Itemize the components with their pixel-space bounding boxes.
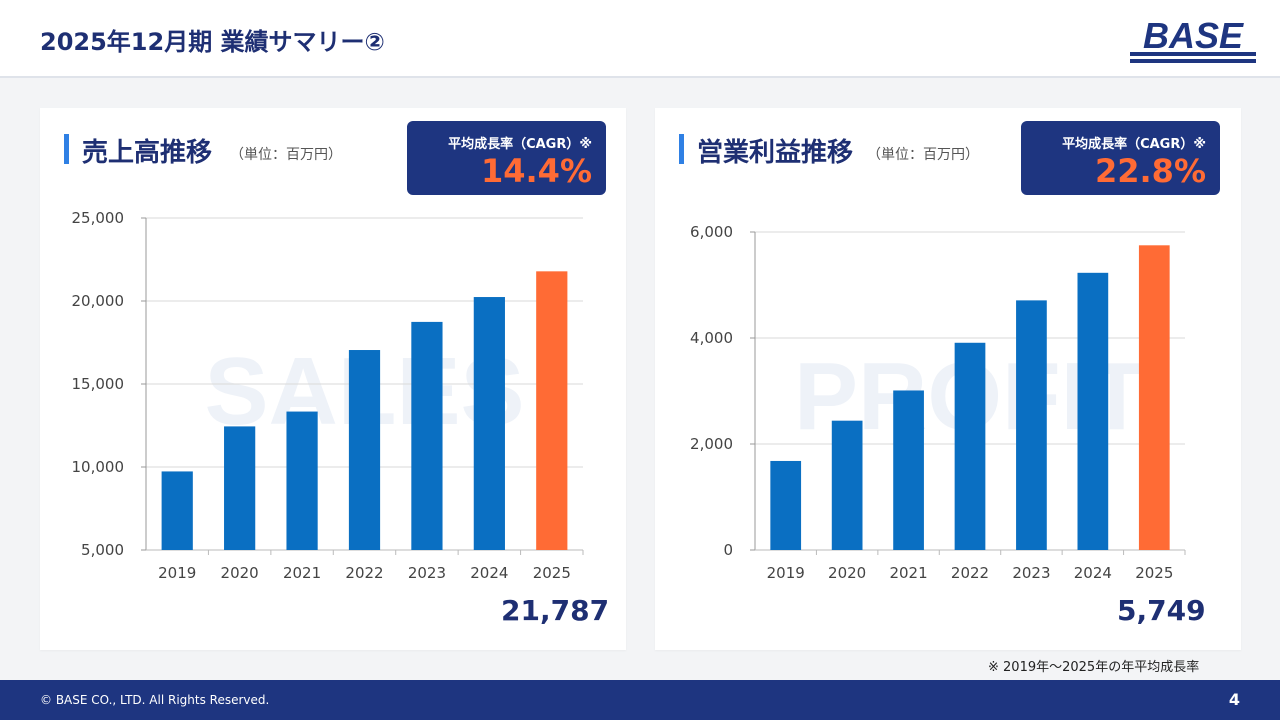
- x-tick-label: 2025: [533, 564, 571, 582]
- sales-unit: （単位：百万円）: [230, 147, 342, 163]
- sales-final-value: 21,787: [501, 594, 610, 627]
- x-tick-label: 2022: [951, 564, 989, 582]
- bar-2024: [1077, 272, 1109, 550]
- y-tick-label: 20,000: [72, 292, 125, 310]
- y-tick-label: 10,000: [72, 458, 125, 476]
- title-accent-bar: [679, 134, 684, 164]
- x-tick-label: 2019: [158, 564, 196, 582]
- y-tick-label: 4,000: [690, 329, 733, 347]
- x-tick-label: 2024: [470, 564, 508, 582]
- bar-2024: [473, 297, 505, 550]
- sales-cagr-label: 平均成長率（CAGR）※: [448, 137, 592, 152]
- x-tick-label: 2022: [345, 564, 383, 582]
- footer: © BASE CO., LTD. All Rights Reserved. 4: [0, 680, 1280, 720]
- bar-2022: [348, 350, 381, 550]
- profit-unit: （単位：百万円）: [867, 147, 979, 163]
- sales-cagr-value: 14.4%: [480, 152, 592, 190]
- page-title: 2025年12月期 業績サマリー②: [40, 28, 385, 56]
- profit-title: 営業利益推移: [697, 138, 854, 168]
- x-tick-label: 2020: [221, 564, 259, 582]
- bar-2021: [893, 390, 924, 550]
- bar-2025: [1138, 245, 1170, 551]
- title-accent-bar: [64, 134, 69, 164]
- x-tick-label: 2024: [1074, 564, 1112, 582]
- copyright: © BASE CO., LTD. All Rights Reserved.: [40, 693, 270, 707]
- x-tick-label: 2021: [889, 564, 927, 582]
- x-tick-label: 2023: [408, 564, 446, 582]
- y-tick-label: 0: [723, 541, 733, 559]
- x-tick-label: 2019: [767, 564, 805, 582]
- bar-2023: [411, 321, 443, 550]
- logo-text: BASE: [1143, 15, 1244, 56]
- bar-2020: [224, 426, 256, 550]
- bar-2023: [1016, 300, 1047, 550]
- sales-card: SALES5,00010,00015,00020,00025,000201920…: [40, 108, 626, 650]
- bar-2020: [831, 420, 863, 550]
- sales-chart: SALES5,00010,00015,00020,00025,000201920…: [72, 209, 584, 582]
- bar-2019: [161, 471, 193, 550]
- bar-2022: [954, 342, 986, 550]
- profit-cagr-label: 平均成長率（CAGR）※: [1062, 137, 1206, 152]
- y-tick-label: 6,000: [690, 223, 733, 241]
- bar-2019: [770, 460, 802, 550]
- bar-2021: [286, 411, 318, 550]
- y-tick-label: 15,000: [72, 375, 125, 393]
- profit-card: PROFIT02,0004,0006,000201920202021202220…: [655, 108, 1241, 650]
- footnote: ※ 2019年～2025年の年平均成長率: [988, 660, 1200, 675]
- profit-cagr-value: 22.8%: [1094, 152, 1206, 190]
- x-tick-label: 2021: [283, 564, 321, 582]
- profit-cagr-box: 平均成長率（CAGR）※ 22.8%: [1021, 121, 1220, 195]
- page-number: 4: [1228, 690, 1240, 709]
- y-tick-label: 25,000: [72, 209, 125, 227]
- y-tick-label: 2,000: [690, 435, 733, 453]
- sales-cagr-box: 平均成長率（CAGR）※ 14.4%: [407, 121, 606, 195]
- x-tick-label: 2023: [1012, 564, 1050, 582]
- base-logo: BASE: [1130, 15, 1256, 63]
- x-tick-label: 2020: [828, 564, 866, 582]
- y-tick-label: 5,000: [81, 541, 124, 559]
- bar-2025: [536, 271, 568, 550]
- header: 2025年12月期 業績サマリー② BASE: [0, 0, 1280, 78]
- x-tick-label: 2025: [1135, 564, 1173, 582]
- profit-chart: PROFIT02,0004,0006,000201920202021202220…: [690, 223, 1186, 582]
- sales-title: 売上高推移: [82, 138, 213, 168]
- profit-final-value: 5,749: [1117, 594, 1206, 627]
